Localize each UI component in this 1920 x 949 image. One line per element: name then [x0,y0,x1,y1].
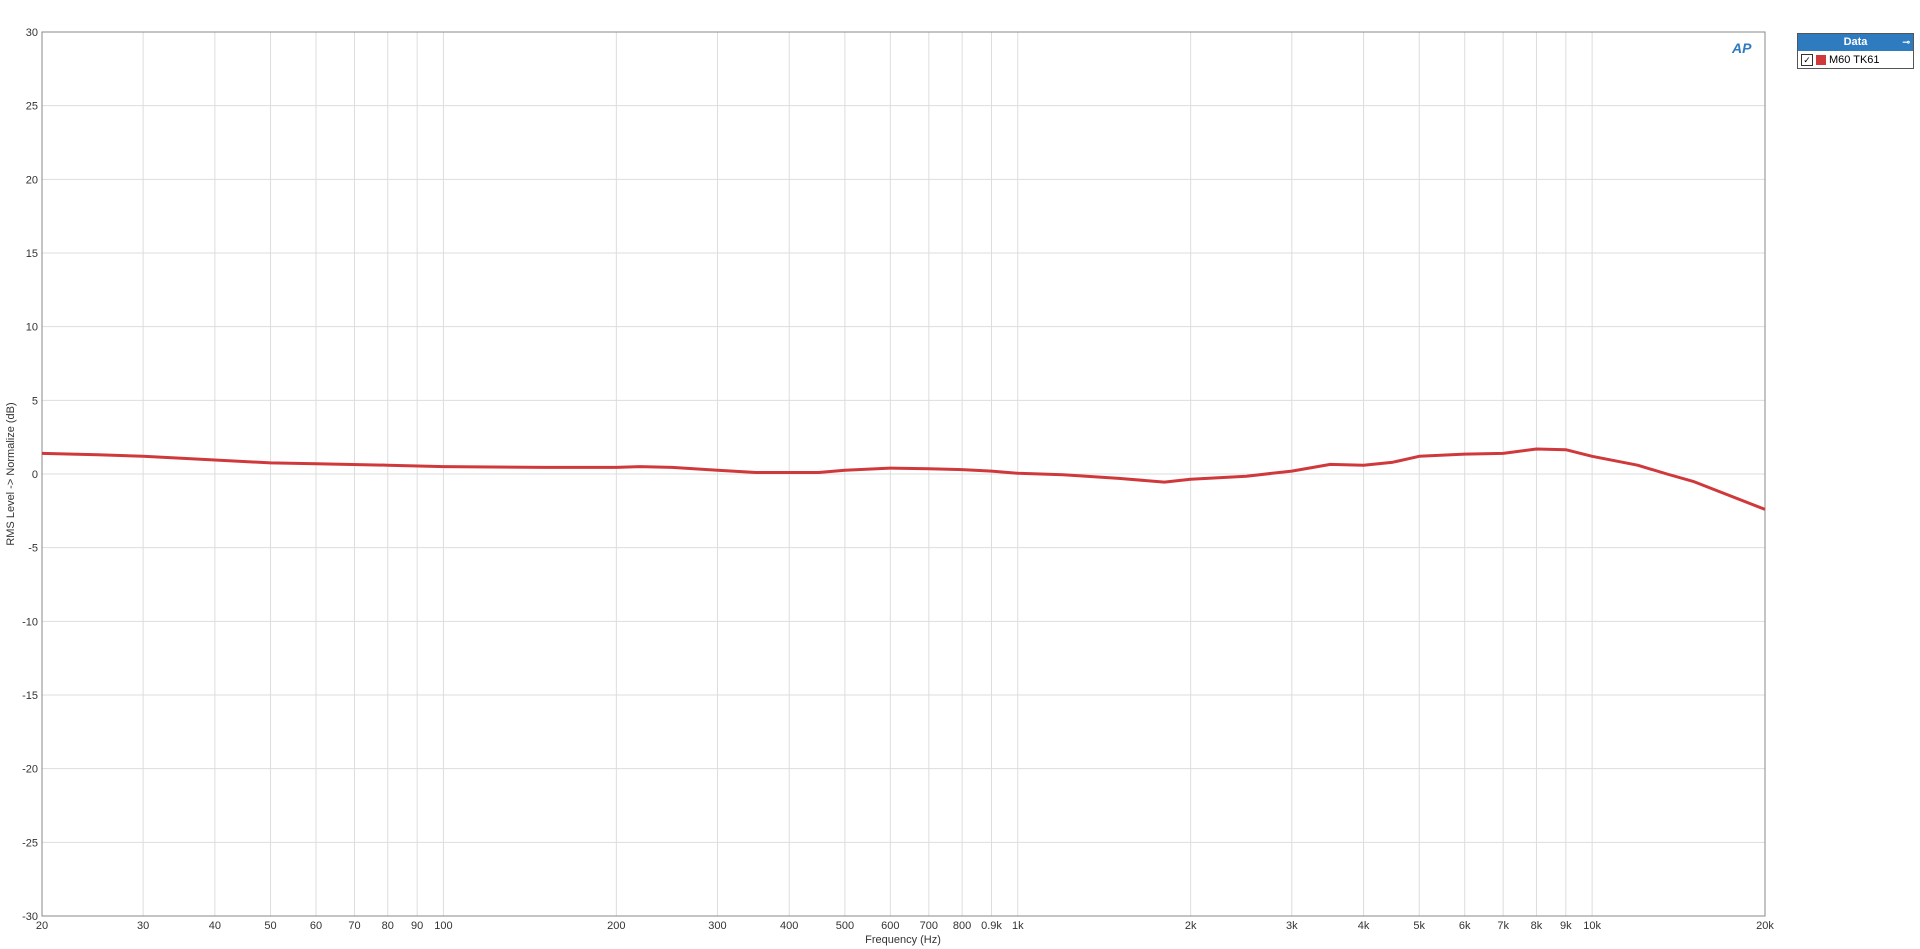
y-tick-label: 25 [26,101,38,113]
x-tick-label: 700 [920,920,938,932]
x-tick-label: 200 [607,920,625,932]
x-tick-label: 8k [1531,920,1543,932]
series-checkbox[interactable]: ✓ [1801,53,1813,66]
legend-item[interactable]: ✓ M60 TK61 [1798,51,1913,68]
ap-logo: AP [1732,40,1752,56]
x-tick-label: 2k [1185,920,1197,932]
x-tick-label: 300 [708,920,726,932]
x-tick-label: 10k [1583,920,1601,932]
x-tick-label: 4k [1358,920,1370,932]
y-tick-label: -15 [22,690,38,702]
x-tick-label: 7k [1497,920,1509,932]
x-tick-label: 500 [836,920,854,932]
x-tick-label: 6k [1459,920,1471,932]
series-color-swatch [1816,54,1826,65]
y-tick-label: -30 [22,911,38,923]
x-tick-label: 1k [1012,920,1024,932]
y-tick-label: -5 [28,543,38,555]
y-tick-label: 20 [26,174,38,186]
y-tick-label: 0 [32,469,38,481]
y-tick-label: 5 [32,395,38,407]
x-tick-label: 30 [137,920,149,932]
y-tick-label: -10 [22,616,38,628]
x-tick-label: 20 [36,920,48,932]
pin-icon[interactable]: ⊸ [1902,37,1910,47]
x-tick-label: 20k [1756,920,1774,932]
x-tick-label: 3k [1286,920,1298,932]
y-tick-label: 15 [26,248,38,260]
legend-header: Data ⊸ [1798,34,1913,51]
legend-title: Data [1843,36,1868,48]
x-tick-label: 70 [348,920,360,932]
x-tick-label: 60 [310,920,322,932]
x-tick-label: 800 [953,920,971,932]
x-tick-label: 0.9k [981,920,1002,932]
series-name: M60 TK61 [1829,53,1880,66]
legend-panel: Data ⊸ ✓ M60 TK61 [1797,33,1914,69]
x-tick-label: 100 [434,920,452,932]
y-tick-label: -20 [22,764,38,776]
x-tick-label: 90 [411,920,423,932]
series-line-m60-tk61 [41,447,1766,511]
x-tick-label: 50 [264,920,276,932]
x-tick-label: 80 [382,920,394,932]
x-tick-label: 9k [1560,920,1572,932]
x-tick-label: 400 [780,920,798,932]
y-tick-label: 10 [26,322,38,334]
y-tick-label: 30 [26,27,38,39]
x-tick-label: 5k [1413,920,1425,932]
y-axis-label: RMS Level -> Normalize (dB) [5,402,17,545]
x-tick-label: 40 [209,920,221,932]
plot-frame [41,31,1766,917]
x-tick-label: 600 [881,920,899,932]
x-axis-label: Frequency (Hz) [865,934,941,946]
y-tick-label: -25 [22,837,38,849]
